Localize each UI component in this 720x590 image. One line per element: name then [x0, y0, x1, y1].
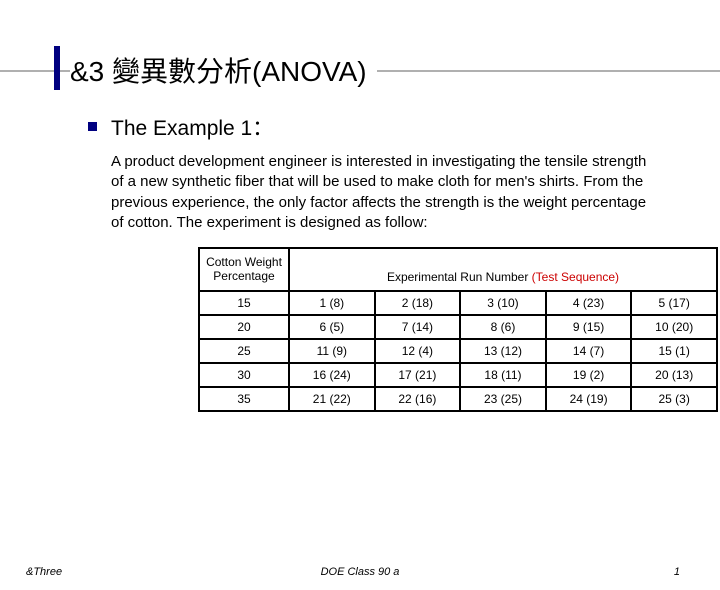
table-row: 206 (5)7 (14)8 (6)9 (15)10 (20): [199, 315, 717, 339]
pct-cell: 20: [199, 315, 289, 339]
table-header-row: Cotton Weight Percentage Experimental Ru…: [199, 248, 717, 291]
page-title: &3 變異數分析(ANOVA): [70, 50, 377, 90]
run-cell: 15 (1): [631, 339, 717, 363]
run-cell: 23 (25): [460, 387, 546, 411]
col-header-run: Experimental Run Number (Test Sequence): [289, 248, 717, 291]
run-cell: 7 (14): [375, 315, 461, 339]
footer-right: 1: [674, 566, 680, 578]
pct-cell: 25: [199, 339, 289, 363]
run-cell: 3 (10): [460, 291, 546, 315]
run-cell: 10 (20): [631, 315, 717, 339]
pct-cell: 15: [199, 291, 289, 315]
run-cell: 24 (19): [546, 387, 632, 411]
run-cell: 12 (4): [375, 339, 461, 363]
run-cell: 11 (9): [289, 339, 375, 363]
run-cell: 18 (11): [460, 363, 546, 387]
pct-cell: 35: [199, 387, 289, 411]
pct-cell: 30: [199, 363, 289, 387]
footer-left: &Three: [26, 566, 62, 578]
body-paragraph: A product development engineer is intere…: [111, 152, 660, 233]
col-header-cotton: Cotton Weight Percentage: [199, 248, 289, 291]
table-row: 3016 (24)17 (21)18 (11)19 (2)20 (13): [199, 363, 717, 387]
run-cell: 6 (5): [289, 315, 375, 339]
run-cell: 21 (22): [289, 387, 375, 411]
bullet-row: The Example 1：: [88, 112, 660, 142]
table-row: 2511 (9)12 (4)13 (12)14 (7)15 (1): [199, 339, 717, 363]
run-cell: 4 (23): [546, 291, 632, 315]
footer: &Three DOE Class 90 a 1: [0, 566, 720, 578]
example-subtitle: The Example 1：: [111, 112, 273, 142]
table-row: 151 (8)2 (18)3 (10)4 (23)5 (17): [199, 291, 717, 315]
title-block: &3 變異數分析(ANOVA): [70, 50, 680, 90]
run-cell: 5 (17): [631, 291, 717, 315]
table-row: 3521 (22)22 (16)23 (25)24 (19)25 (3): [199, 387, 717, 411]
run-cell: 14 (7): [546, 339, 632, 363]
bullet-icon: [88, 122, 97, 131]
run-cell: 16 (24): [289, 363, 375, 387]
run-cell: 1 (8): [289, 291, 375, 315]
table-wrap: Cotton Weight Percentage Experimental Ru…: [198, 247, 718, 412]
run-cell: 8 (6): [460, 315, 546, 339]
footer-center: DOE Class 90 a: [321, 566, 400, 578]
experiment-table: Cotton Weight Percentage Experimental Ru…: [198, 247, 718, 412]
run-cell: 22 (16): [375, 387, 461, 411]
run-cell: 9 (15): [546, 315, 632, 339]
run-cell: 2 (18): [375, 291, 461, 315]
run-header-suffix: (Test Sequence): [532, 270, 619, 284]
run-cell: 20 (13): [631, 363, 717, 387]
run-cell: 13 (12): [460, 339, 546, 363]
title-accent-bar: [54, 46, 60, 90]
run-cell: 25 (3): [631, 387, 717, 411]
content-block: The Example 1： A product development eng…: [88, 112, 660, 412]
run-cell: 19 (2): [546, 363, 632, 387]
run-header-prefix: Experimental Run Number: [387, 270, 532, 284]
run-cell: 17 (21): [375, 363, 461, 387]
